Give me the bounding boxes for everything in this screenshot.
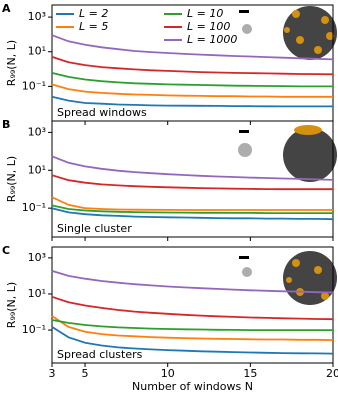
panel-label: B: [2, 118, 10, 131]
y-tick-label: 10³: [28, 10, 46, 23]
series-line: [51, 204, 333, 214]
series-line: [51, 196, 333, 211]
y-tick-label: 10³: [28, 125, 46, 138]
series-line: [51, 174, 333, 191]
series-line: [51, 315, 334, 341]
x-axis-label: Number of windows N: [132, 380, 253, 393]
legend-label: L = 100: [187, 20, 230, 33]
y-axis-label: R₉₉(N, L): [5, 156, 18, 202]
x-tick-label: 20: [326, 367, 338, 380]
annotation: Spread windows: [57, 106, 147, 119]
y-tick-label: 10¹: [28, 287, 46, 300]
legend-label: L = 10: [187, 7, 223, 20]
y-tick-label: 10¹: [28, 163, 46, 176]
panel-label: A: [2, 2, 11, 15]
x-tick-label: 15: [243, 367, 257, 380]
y-tick-label: 10⁻¹: [22, 323, 46, 336]
series-line: [51, 207, 334, 221]
series-line: [51, 270, 334, 294]
annotation: Single cluster: [57, 222, 132, 235]
series-line: [51, 295, 334, 321]
inset-c: [239, 251, 337, 305]
inset-a: [239, 6, 337, 60]
legend-label: L = 5: [79, 20, 108, 33]
annotation: Spread clusters: [57, 348, 143, 361]
y-tick-label: 10³: [28, 251, 46, 264]
panel-label: C: [2, 244, 10, 257]
series-line: [51, 155, 334, 181]
series-line: [51, 34, 334, 61]
series-line: [51, 83, 333, 98]
x-tick-label: 5: [82, 367, 89, 380]
y-tick-label: 10¹: [28, 45, 46, 58]
y-axis-label: R₉₉(N, L): [5, 282, 18, 328]
series-line: [51, 56, 334, 76]
y-tick-label: 10⁻¹: [22, 79, 46, 92]
series-line: [51, 326, 334, 355]
y-tick-label: 10⁻¹: [22, 201, 46, 214]
legend-label: L = 1000: [187, 33, 237, 46]
y-axis-label: R₉₉(N, L): [5, 40, 18, 86]
series-line: [51, 319, 333, 331]
legend-label: L = 2: [79, 7, 108, 20]
series-line: [51, 72, 333, 88]
x-tick-label: 3: [49, 367, 56, 380]
x-tick-label: 10: [161, 367, 175, 380]
inset-b: [238, 125, 337, 182]
series-line: [51, 95, 333, 108]
plot-frame: [51, 246, 334, 364]
